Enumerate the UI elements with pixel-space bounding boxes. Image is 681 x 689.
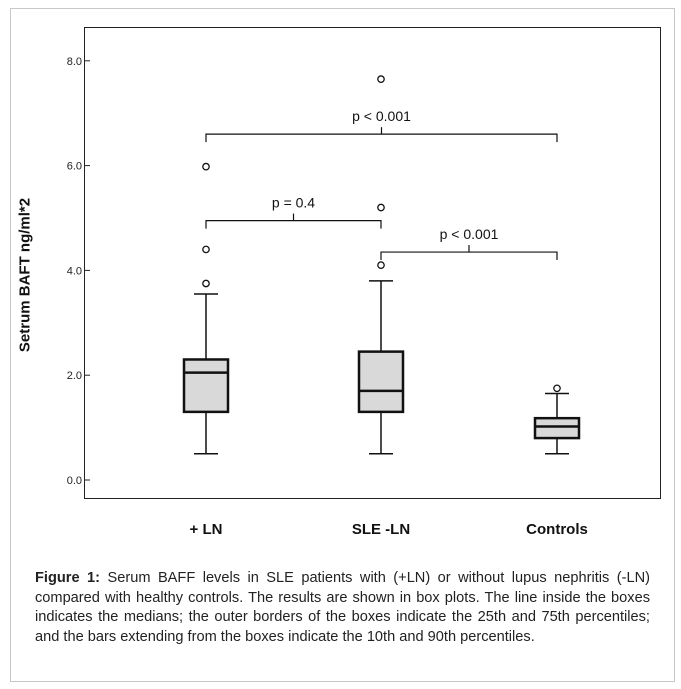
plot-area	[84, 27, 661, 499]
caption-label: Figure 1:	[35, 570, 101, 586]
y-axis-label: Setrum BAFT ng/ml*2	[16, 197, 34, 353]
figure-frame	[10, 8, 675, 682]
outlier-ln-2	[202, 162, 210, 171]
bracket-2	[380, 251, 558, 261]
outlier-sle-ln-2	[377, 75, 385, 83]
outlier-controls-0	[553, 384, 561, 393]
y-tick-label-4: 8.0	[67, 56, 82, 68]
caption-text: Serum BAFF levels in SLE patients with (…	[35, 570, 651, 645]
y-tick-label-0: 0.0	[67, 475, 82, 487]
figure-caption: Figure 1: Serum BAFF levels in SLE patie…	[35, 569, 650, 647]
p-value-label-0: p < 0.001	[352, 108, 411, 124]
bracket-0	[205, 133, 558, 143]
outlier-ln-1	[202, 245, 210, 254]
box-sle-ln	[357, 350, 405, 414]
box-ln	[182, 358, 230, 414]
category-label-controls: Controls	[526, 521, 588, 538]
y-tick-label-3: 6.0	[67, 161, 82, 173]
box-controls	[533, 416, 581, 440]
category-label-sle-ln: SLE -LN	[351, 521, 411, 538]
category-label-ln: + LN	[189, 521, 223, 538]
outlier-sle-ln-1	[377, 203, 385, 212]
y-tick-label-2: 4.0	[67, 265, 82, 277]
p-value-label-1: p = 0.4	[272, 195, 315, 211]
p-value-label-2: p < 0.001	[440, 226, 499, 242]
y-tick-label-1: 2.0	[67, 370, 82, 382]
bracket-1	[205, 220, 382, 229]
outlier-sle-ln-0	[377, 261, 385, 270]
outlier-ln-0	[202, 279, 210, 288]
